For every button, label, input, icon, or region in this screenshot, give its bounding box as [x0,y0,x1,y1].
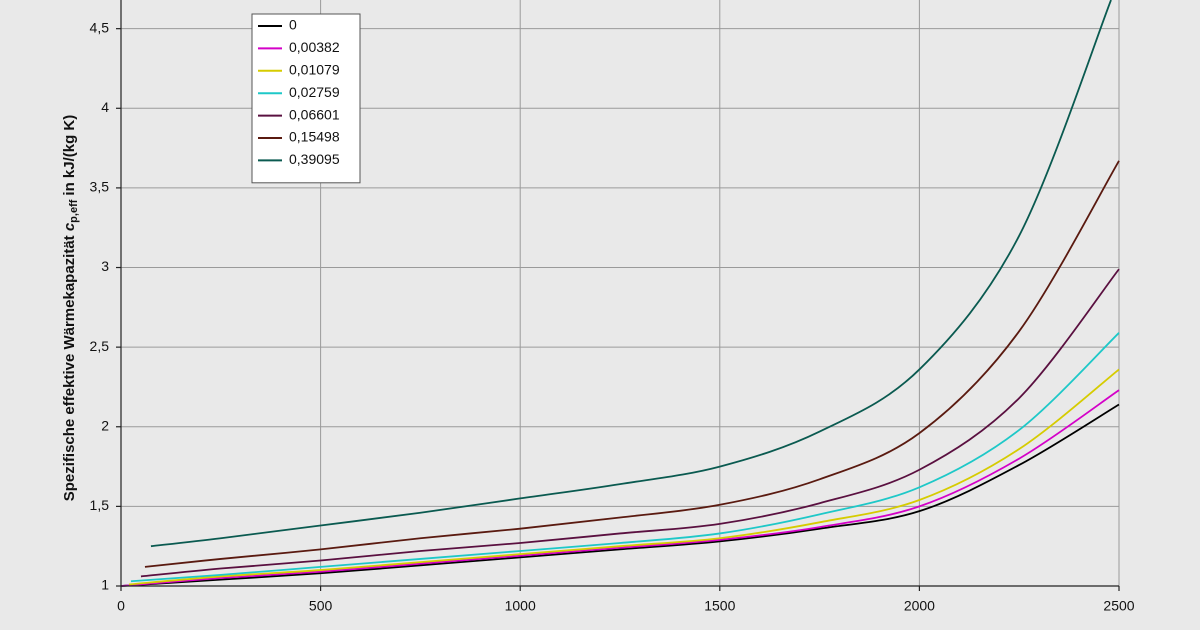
legend-label: 0,15498 [289,129,340,145]
x-tick-label: 1000 [505,598,536,614]
series-line [128,368,1120,586]
series-line [120,389,1120,587]
y-label-unit: in kJ/(kg K) [61,115,78,196]
y-tick-label: 1 [101,577,109,593]
grid [120,0,1120,587]
y-tick-label: 4 [101,99,109,115]
legend-box [251,13,361,184]
y-tick-label: 4,5 [90,19,110,35]
series-line [140,268,1120,578]
legend-label: 0 [289,17,297,33]
y-label-symbol: c [61,222,78,231]
legend-label: 0,00382 [289,39,340,55]
y-tick-label: 3 [101,258,109,274]
legend: 0 0,00382 0,01079 0,02759 0,06601 0,15498 0,39… [251,13,361,184]
series-line [120,403,1120,587]
y-axis-label: Spezifische effektive Wärmekapazität cp,… [61,115,80,502]
y-label-subscript: p,eff [68,199,80,223]
axes: 0 500 1000 1500 2000 2500 1 1,5 2 2,5 3 3,5 4 4,5 [90,0,1135,614]
legend-label: 0,01079 [289,62,340,78]
series-line [130,332,1120,583]
y-tick-label: 1,5 [90,497,110,513]
series-line [150,0,1112,548]
legend-label: 0,06601 [289,106,340,122]
x-tick-label: 0 [117,598,125,614]
y-tick-label: 3,5 [90,179,110,195]
x-tick-label: 2500 [1103,598,1134,614]
y-tick-label: 2,5 [90,338,110,354]
plot-lines [120,0,1120,587]
x-tick-label: 1500 [704,598,735,614]
legend-label: 0,39095 [289,151,340,167]
x-tick-label: 2000 [904,598,935,614]
x-tick-label: 500 [309,598,333,614]
legend-label: 0,02759 [289,84,340,100]
y-label-text: Spezifische effektive Wärmekapazität [61,235,78,501]
y-tick-label: 2 [101,417,109,433]
series-line [144,160,1120,568]
